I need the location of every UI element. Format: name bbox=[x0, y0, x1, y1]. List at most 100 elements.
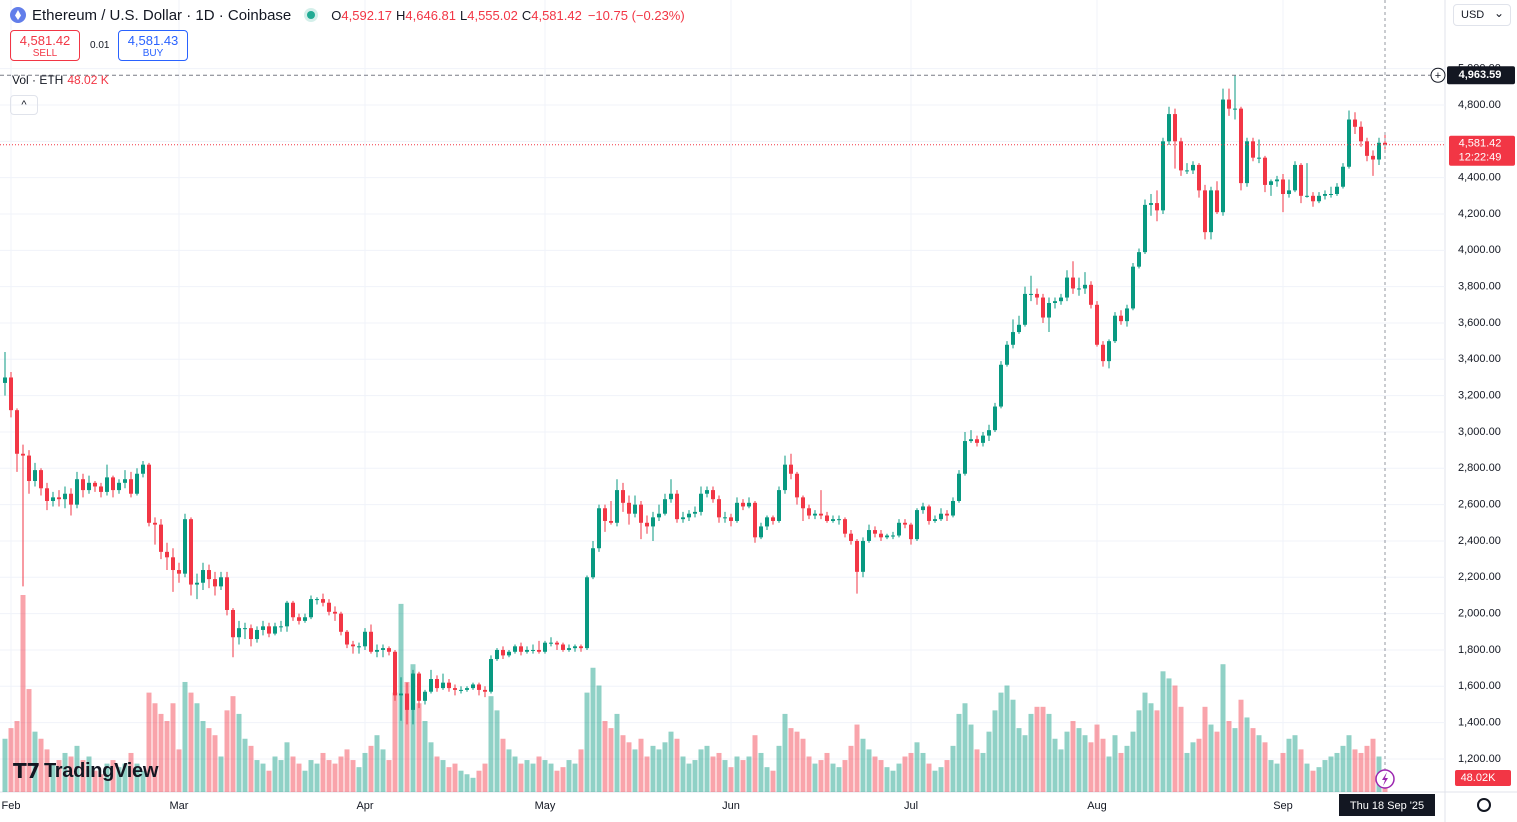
candle-body bbox=[159, 524, 163, 552]
volume-bar bbox=[1334, 752, 1340, 792]
candle-body bbox=[123, 479, 127, 483]
candle-body bbox=[201, 570, 205, 583]
candle-body bbox=[975, 439, 979, 443]
last-price-bg bbox=[1449, 135, 1515, 166]
y-tick-label: 1,400.00 bbox=[1458, 717, 1501, 729]
volume-legend: Vol · ETH 48.02 K bbox=[12, 73, 109, 87]
volume-bar bbox=[668, 731, 674, 792]
volume-bar bbox=[302, 770, 308, 792]
add-alert-plus: + bbox=[1435, 70, 1441, 82]
candle-body bbox=[801, 497, 805, 509]
volume-label-bg bbox=[1455, 770, 1511, 786]
volume-bar bbox=[1304, 763, 1310, 792]
candle-body bbox=[147, 464, 151, 523]
candle-body bbox=[285, 602, 289, 627]
volume-bar bbox=[44, 749, 50, 792]
volume-bar bbox=[896, 763, 902, 792]
volume-bar bbox=[578, 749, 584, 792]
candle-body bbox=[1179, 141, 1183, 171]
x-tick-label: Mar bbox=[170, 800, 189, 812]
volume-bar bbox=[344, 749, 350, 792]
candle-body bbox=[741, 502, 745, 507]
volume-bar bbox=[1316, 767, 1322, 792]
collapse-button[interactable]: ^ bbox=[10, 95, 38, 115]
candle-body bbox=[1197, 164, 1201, 191]
volume-bar bbox=[1088, 742, 1094, 792]
volume-bar bbox=[836, 767, 842, 792]
candle-body bbox=[855, 540, 859, 572]
buy-button[interactable]: 4,581.43 BUY bbox=[118, 30, 188, 61]
volume-bar bbox=[404, 681, 410, 792]
settings-button[interactable] bbox=[1477, 798, 1491, 812]
candle-body bbox=[885, 535, 889, 538]
candle-body bbox=[297, 617, 301, 621]
volume-bar bbox=[260, 763, 266, 792]
volume-bar bbox=[554, 770, 560, 792]
candle-body bbox=[219, 577, 223, 587]
candle-body bbox=[657, 513, 661, 518]
volume-bar bbox=[758, 752, 764, 792]
candle-body bbox=[81, 479, 85, 491]
volume-bar bbox=[1022, 735, 1028, 792]
volume-bar bbox=[734, 756, 740, 792]
volume-bar bbox=[1130, 731, 1136, 792]
candle-body bbox=[939, 513, 943, 520]
volume-bar bbox=[176, 749, 182, 792]
volume-bar bbox=[1256, 735, 1262, 792]
volume-bar bbox=[1166, 678, 1172, 792]
y-tick-label: 4,400.00 bbox=[1458, 172, 1501, 184]
candle-body bbox=[1011, 332, 1015, 345]
volume-bar bbox=[1010, 699, 1016, 792]
candle-body bbox=[255, 629, 259, 640]
x-tick-label: Jul bbox=[904, 800, 918, 812]
candle-body bbox=[189, 519, 193, 585]
candle-body bbox=[1125, 308, 1129, 322]
candle-body bbox=[369, 631, 373, 652]
candle-body bbox=[9, 377, 13, 411]
volume-bar bbox=[656, 749, 662, 792]
volume-bar bbox=[374, 735, 380, 792]
sell-button[interactable]: 4,581.42 SELL bbox=[10, 30, 80, 61]
candle-body bbox=[237, 628, 241, 638]
candle-body bbox=[279, 626, 283, 628]
candle-body bbox=[1173, 114, 1177, 142]
candle-body bbox=[633, 504, 637, 514]
candle-body bbox=[1047, 302, 1051, 318]
candle-body bbox=[555, 642, 559, 645]
volume-bar bbox=[140, 770, 146, 792]
volume-bar bbox=[860, 738, 866, 792]
candle-body bbox=[759, 526, 763, 538]
candle-body bbox=[993, 406, 997, 431]
candle-body bbox=[375, 649, 379, 652]
candle-body bbox=[231, 609, 235, 638]
volume-bar bbox=[1142, 692, 1148, 792]
volume-bar bbox=[1082, 735, 1088, 792]
candle-body bbox=[327, 602, 331, 612]
candle-body bbox=[663, 499, 667, 514]
volume-bar bbox=[1328, 756, 1334, 792]
volume-bar bbox=[1364, 745, 1370, 792]
candle-body bbox=[249, 628, 253, 640]
candle-body bbox=[1377, 142, 1381, 160]
volume-bar bbox=[932, 770, 938, 792]
volume-bar bbox=[986, 731, 992, 792]
volume-bar bbox=[722, 760, 728, 792]
volume-bar bbox=[914, 742, 920, 792]
candle-body bbox=[1347, 119, 1351, 167]
symbol-title[interactable]: Ethereum / U.S. Dollar · 1D · Coinbase bbox=[32, 6, 292, 24]
volume-bar bbox=[1292, 735, 1298, 792]
volume-bar bbox=[842, 760, 848, 792]
volume-bar bbox=[776, 745, 782, 792]
candle-body bbox=[969, 439, 973, 442]
y-tick-label: 4,200.00 bbox=[1458, 208, 1501, 220]
currency-select[interactable]: USD bbox=[1453, 4, 1511, 26]
volume-bar bbox=[1232, 728, 1238, 792]
volume-bar bbox=[1028, 713, 1034, 792]
candle-body bbox=[573, 646, 577, 649]
candle-body bbox=[909, 524, 913, 540]
candle-body bbox=[1359, 126, 1363, 142]
candle-body bbox=[1329, 194, 1333, 196]
x-tick-label: Aug bbox=[1087, 800, 1107, 812]
volume-bar bbox=[878, 760, 884, 792]
volume-bar bbox=[236, 713, 242, 792]
